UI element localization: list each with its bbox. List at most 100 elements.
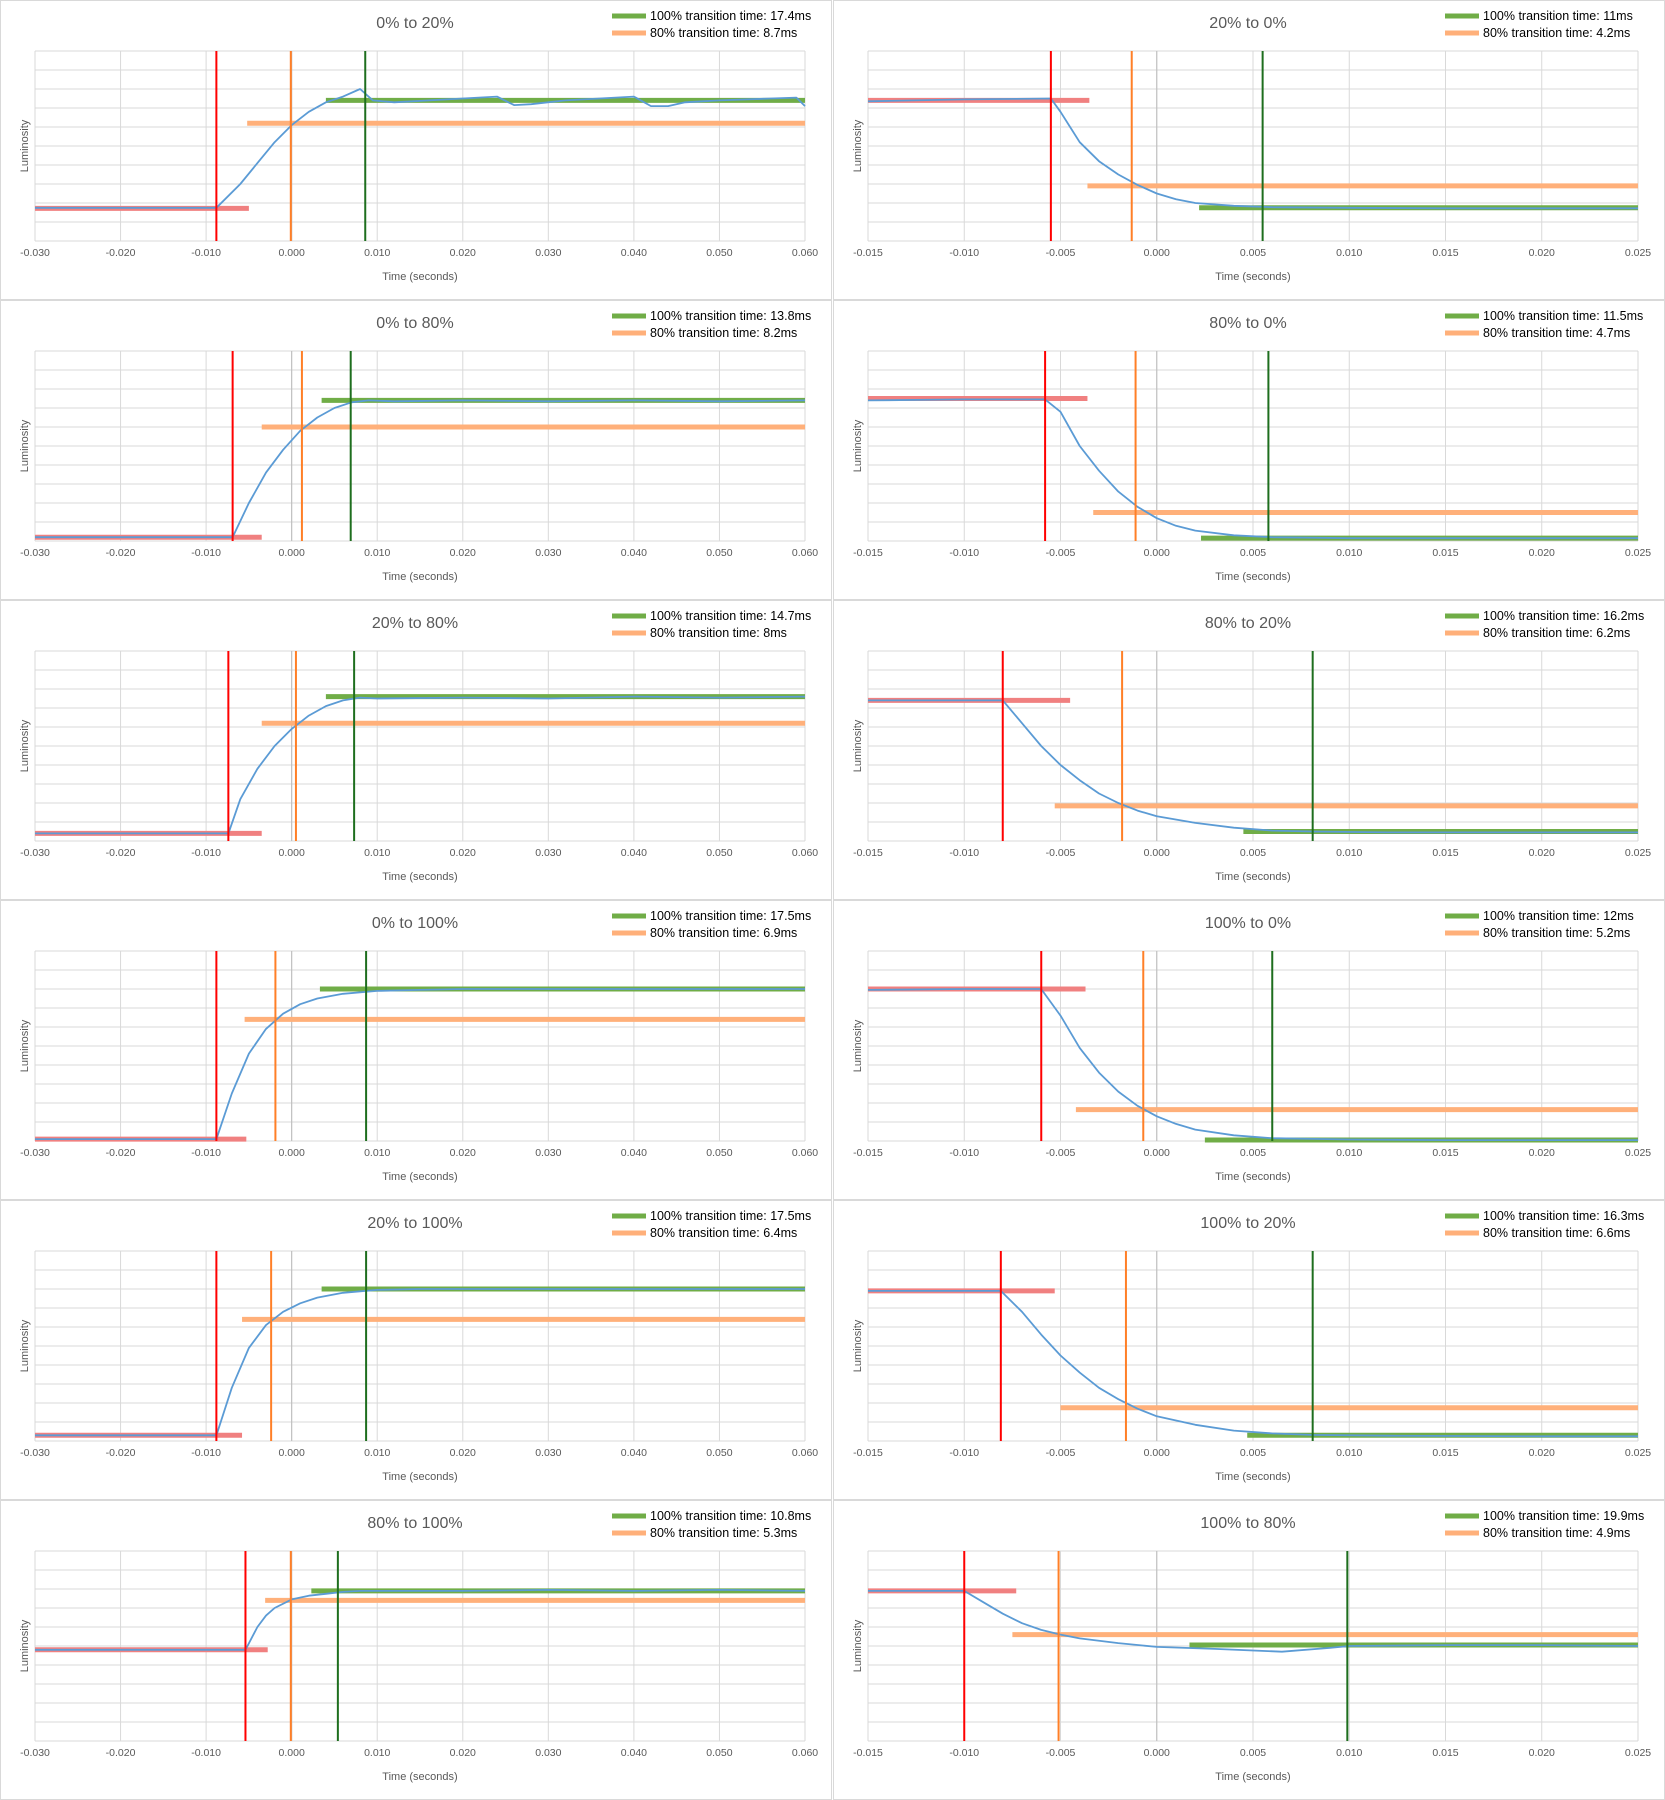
x-tick-label: 0.040 <box>621 847 647 859</box>
x-tick-label: 0.020 <box>450 247 476 259</box>
x-tick-label: 0.005 <box>1240 1447 1266 1459</box>
x-tick-label: -0.005 <box>1046 1147 1076 1159</box>
x-tick-label: 0.010 <box>364 247 390 259</box>
chart-panel: -0.030 -0.020 -0.010 0.000 0.010 0.020 0.030 0.… <box>0 0 832 300</box>
x-tick-label: 0.000 <box>1144 1747 1170 1759</box>
chart-title: 0% to 80% <box>376 315 453 332</box>
legend-label: 80% transition time: 6.4ms <box>650 1226 797 1240</box>
x-tick-label: 0.005 <box>1240 547 1266 559</box>
x-tick-label: 0.005 <box>1240 1147 1266 1159</box>
chart-title: 100% to 80% <box>1200 1515 1295 1532</box>
legend-label: 80% transition time: 6.6ms <box>1483 1226 1630 1240</box>
x-tick-label: 0.060 <box>792 1747 818 1759</box>
legend-label: 80% transition time: 8ms <box>650 626 787 640</box>
legend-label: 100% transition time: 11.5ms <box>1483 309 1643 323</box>
y-axis-label: Luminosity <box>852 1619 864 1672</box>
chart-panel: -0.030 -0.020 -0.010 0.000 0.010 0.020 0.030 0.… <box>0 300 832 600</box>
x-tick-label: 0.010 <box>364 1447 390 1459</box>
x-tick-label: 0.010 <box>364 847 390 859</box>
chart-panel: -0.030 -0.020 -0.010 0.000 0.010 0.020 0.030 0.… <box>0 1500 832 1800</box>
x-tick-label: -0.015 <box>853 847 883 859</box>
x-axis-label: Time (seconds) <box>1215 1771 1290 1783</box>
chart-title: 20% to 100% <box>367 1215 462 1232</box>
chart-svg: -0.015 -0.010 -0.005 0.000 0.005 0.010 0.015 0.… <box>852 1509 1651 1783</box>
x-tick-label: 0.015 <box>1432 1147 1458 1159</box>
x-tick-label: 0.020 <box>450 1747 476 1759</box>
x-tick-label: 0.010 <box>364 547 390 559</box>
x-tick-label: 0.060 <box>792 1147 818 1159</box>
x-tick-label: 0.025 <box>1625 1147 1651 1159</box>
x-tick-label: 0.020 <box>1529 1447 1555 1459</box>
x-tick-label: 0.000 <box>1144 547 1170 559</box>
x-tick-label: 0.040 <box>621 247 647 259</box>
x-tick-label: -0.010 <box>191 247 221 259</box>
legend-label: 100% transition time: 14.7ms <box>650 609 811 623</box>
x-tick-label: -0.010 <box>949 247 979 259</box>
x-tick-label: -0.020 <box>106 847 136 859</box>
x-tick-label: 0.030 <box>535 247 561 259</box>
x-tick-label: 0.040 <box>621 1147 647 1159</box>
chart-panel: -0.030 -0.020 -0.010 0.000 0.010 0.020 0.030 0.… <box>0 600 832 900</box>
x-tick-label: 0.050 <box>706 1447 732 1459</box>
x-tick-label: 0.010 <box>364 1147 390 1159</box>
y-axis-label: Luminosity <box>852 419 864 472</box>
chart-title: 80% to 100% <box>367 1515 462 1532</box>
x-tick-label: -0.010 <box>191 1747 221 1759</box>
response-series-line <box>867 988 1638 1142</box>
response-series-line <box>868 1290 1638 1438</box>
x-tick-label: 0.060 <box>792 547 818 559</box>
x-tick-label: 0.015 <box>1432 247 1458 259</box>
x-tick-label: 0.000 <box>279 1747 305 1759</box>
x-tick-label: 0.050 <box>706 1747 732 1759</box>
legend-label: 80% transition time: 4.9ms <box>1483 1526 1630 1540</box>
legend-label: 80% transition time: 4.7ms <box>1483 326 1630 340</box>
x-tick-label: 0.030 <box>535 847 561 859</box>
x-tick-label: 0.000 <box>279 847 305 859</box>
legend-label: 100% transition time: 16.3ms <box>1483 1209 1644 1223</box>
x-axis-label: Time (seconds) <box>382 271 457 283</box>
legend-label: 100% transition time: 17.5ms <box>650 1209 811 1223</box>
legend-label: 100% transition time: 11ms <box>1483 9 1633 23</box>
x-axis-label: Time (seconds) <box>1215 1471 1290 1483</box>
x-tick-label: -0.010 <box>191 547 221 559</box>
chart-title: 100% to 0% <box>1205 915 1291 932</box>
x-tick-label: -0.020 <box>106 1447 136 1459</box>
chart-svg: -0.030 -0.020 -0.010 0.000 0.010 0.020 0.030 0.… <box>19 1209 818 1483</box>
x-tick-label: 0.025 <box>1625 1447 1651 1459</box>
x-axis-label: Time (seconds) <box>1215 571 1290 583</box>
x-tick-label: 0.050 <box>706 1147 732 1159</box>
legend-label: 100% transition time: 12ms <box>1483 909 1634 923</box>
x-tick-label: -0.030 <box>20 247 50 259</box>
response-series-line <box>867 97 1638 210</box>
x-tick-label: -0.015 <box>853 1447 883 1459</box>
x-tick-label: -0.020 <box>106 1147 136 1159</box>
x-tick-label: -0.005 <box>1046 247 1076 259</box>
y-axis-label: Luminosity <box>19 1619 31 1672</box>
y-axis-label: Luminosity <box>852 1319 864 1372</box>
y-axis-label: Luminosity <box>19 719 31 772</box>
x-tick-label: -0.005 <box>1046 847 1076 859</box>
x-tick-label: 0.010 <box>1336 1747 1362 1759</box>
x-tick-label: 0.040 <box>621 547 647 559</box>
response-series-line <box>868 1590 1639 1653</box>
x-tick-label: -0.030 <box>20 847 50 859</box>
chart-panel: -0.030 -0.020 -0.010 0.000 0.010 0.020 0.030 0.… <box>0 900 832 1200</box>
response-series-line <box>868 699 1638 834</box>
x-axis-label: Time (seconds) <box>382 1771 457 1783</box>
x-tick-label: -0.020 <box>106 547 136 559</box>
chart-panel: -0.015 -0.010 -0.005 0.000 0.005 0.010 0.015 0.… <box>833 0 1665 300</box>
legend-label: 80% transition time: 8.7ms <box>650 26 797 40</box>
x-tick-label: -0.010 <box>949 1747 979 1759</box>
chart-svg: -0.015 -0.010 -0.005 0.000 0.005 0.010 0.015 0.… <box>852 609 1651 883</box>
x-tick-label: 0.020 <box>1529 1747 1555 1759</box>
x-tick-label: -0.010 <box>191 1447 221 1459</box>
x-tick-label: 0.040 <box>621 1747 647 1759</box>
legend-label: 80% transition time: 5.2ms <box>1483 926 1630 940</box>
x-tick-label: 0.015 <box>1432 1447 1458 1459</box>
x-tick-label: 0.005 <box>1240 1747 1266 1759</box>
response-series-line <box>35 695 806 835</box>
x-tick-label: 0.025 <box>1625 847 1651 859</box>
x-tick-label: -0.030 <box>20 547 50 559</box>
chart-title: 0% to 20% <box>376 15 453 32</box>
legend-label: 80% transition time: 5.3ms <box>650 1526 797 1540</box>
